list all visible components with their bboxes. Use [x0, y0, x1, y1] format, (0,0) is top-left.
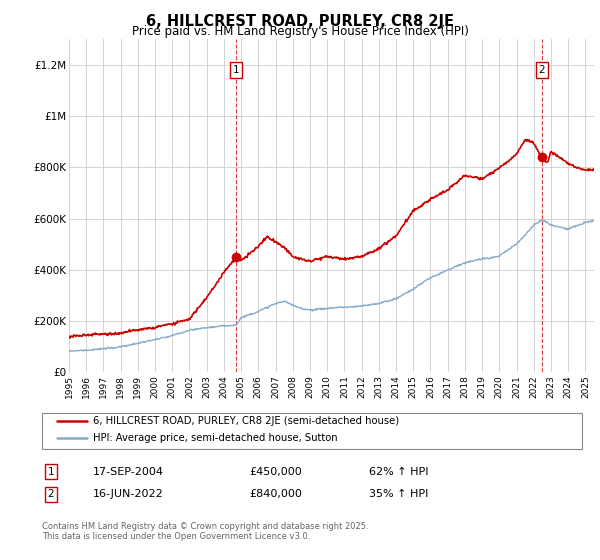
Text: Price paid vs. HM Land Registry's House Price Index (HPI): Price paid vs. HM Land Registry's House … — [131, 25, 469, 38]
Text: 62% ↑ HPI: 62% ↑ HPI — [369, 466, 428, 477]
Text: Contains HM Land Registry data © Crown copyright and database right 2025.
This d: Contains HM Land Registry data © Crown c… — [42, 522, 368, 542]
Text: 2: 2 — [538, 65, 545, 75]
Text: HPI: Average price, semi-detached house, Sutton: HPI: Average price, semi-detached house,… — [93, 433, 338, 443]
Text: 6, HILLCREST ROAD, PURLEY, CR8 2JE: 6, HILLCREST ROAD, PURLEY, CR8 2JE — [146, 14, 454, 29]
Text: £450,000: £450,000 — [249, 466, 302, 477]
Text: 35% ↑ HPI: 35% ↑ HPI — [369, 489, 428, 500]
Text: 17-SEP-2004: 17-SEP-2004 — [93, 466, 164, 477]
Text: 16-JUN-2022: 16-JUN-2022 — [93, 489, 164, 500]
Text: 6, HILLCREST ROAD, PURLEY, CR8 2JE (semi-detached house): 6, HILLCREST ROAD, PURLEY, CR8 2JE (semi… — [93, 416, 399, 426]
Text: 1: 1 — [47, 466, 55, 477]
Text: 2: 2 — [47, 489, 55, 500]
Text: 1: 1 — [233, 65, 239, 75]
Text: £840,000: £840,000 — [249, 489, 302, 500]
